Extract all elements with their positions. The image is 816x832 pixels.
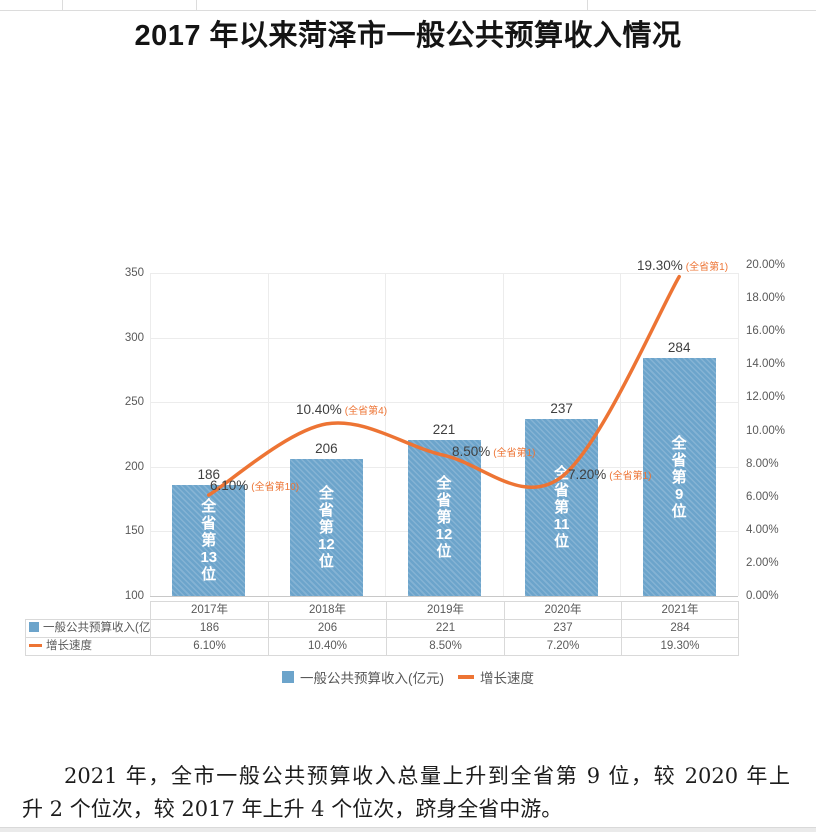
revenue-bar: 全省第 12 位 — [289, 459, 363, 596]
table-cell-value: 19.30% — [621, 637, 739, 656]
table-line-marker-icon — [29, 644, 42, 647]
growth-value-label: 8.50% — [452, 444, 491, 459]
y-axis-right-tick-label: 0.00% — [746, 590, 779, 602]
growth-point-label: 10.40% (全省第4) — [296, 402, 387, 420]
table-bar-marker-icon — [29, 622, 39, 632]
gridline-h — [150, 596, 738, 597]
page-title: 2017 年以来菏泽市一般公共预算收入情况 — [134, 20, 682, 52]
table-year-header: 2017年 — [150, 601, 269, 620]
table-corner-cell — [26, 602, 151, 620]
y-axis-right-tick-label: 4.00% — [746, 523, 779, 536]
table-year-header: 2019年 — [386, 601, 505, 620]
gridline-v — [620, 273, 622, 596]
gridline-v — [150, 273, 151, 596]
y-axis-right-tick-label: 12.00% — [746, 391, 786, 404]
growth-rank-label: (全省第1) — [685, 262, 729, 273]
y-axis-left-tick-label: 300 — [124, 331, 144, 344]
growth-rank-label: (全省第4) — [344, 406, 388, 417]
gridline-h — [150, 273, 738, 274]
revenue-bar: 全省第 11 位 — [525, 418, 599, 596]
chart-legend: 一般公共预算收入(亿元) 增长速度 — [0, 667, 816, 687]
y-axis-right-tick-label: 2.00% — [746, 556, 779, 569]
gridline-v — [502, 273, 504, 596]
table-cell-value: 6.10% — [150, 637, 269, 656]
legend-item-growth: 增长速度 — [458, 667, 534, 687]
bar-rank-text: 全省第 13 位 — [200, 497, 218, 583]
summary-line-1: 2021 年，全市一般公共预算收入总量上升到全省第 9 位，较 2020 年上 — [64, 764, 790, 788]
bar-rank-text: 全省第 12 位 — [318, 485, 335, 571]
y-axis-left-tick-label: 100 — [124, 590, 144, 602]
growth-value-label: 7.20% — [568, 467, 607, 482]
table-cell-value: 10.40% — [268, 637, 387, 656]
table-cell-value: 237 — [504, 619, 622, 638]
table-year-header: 2021年 — [621, 601, 739, 620]
growth-point-label: 7.20% (全省第1) — [568, 467, 652, 485]
table-row-label: 增长速度 — [25, 637, 151, 656]
legend-bar-swatch-icon — [282, 671, 294, 683]
y-axis-left-tick-label: 350 — [124, 267, 144, 279]
growth-rank-label: (全省第10) — [251, 482, 300, 493]
growth-rank-label: (全省第1) — [609, 471, 652, 482]
y-axis-right-tick-label: 18.00% — [746, 292, 786, 305]
y-axis-right-tick-label: 16.00% — [746, 325, 786, 338]
growth-value-label: 10.40% — [296, 402, 342, 417]
table-cell-value: 186 — [150, 619, 269, 638]
gridline-v — [738, 273, 739, 596]
table-cell-value: 8.50% — [386, 637, 505, 656]
gridline-v — [267, 273, 269, 596]
top-border-tick — [196, 0, 197, 10]
page-top-border — [0, 10, 816, 11]
table-year-header: 2020年 — [504, 601, 622, 620]
revenue-bar: 全省第 13 位 — [172, 484, 246, 596]
data-table: 2017年2018年2019年2020年2021年一般公共预算收入(亿元)186… — [25, 601, 739, 656]
top-border-tick — [62, 0, 63, 10]
summary-paragraph: 2021 年，全市一般公共预算收入总量上升到全省第 9 位，较 2020 年上 … — [22, 760, 790, 826]
y-axis-right-tick-label: 6.00% — [746, 490, 779, 503]
y-axis-left-tick-label: 200 — [124, 460, 144, 473]
revenue-bar: 全省第 12 位 — [407, 439, 481, 596]
growth-value-label: 6.10% — [210, 478, 249, 493]
y-axis-right-tick-label: 10.00% — [746, 424, 786, 437]
table-row-label: 一般公共预算收入(亿元) — [25, 619, 151, 638]
legend-item-revenue: 一般公共预算收入(亿元) — [282, 667, 444, 687]
y-axis-right-tick-label: 8.00% — [746, 457, 779, 470]
bar-rank-text: 全省第 12 位 — [435, 475, 453, 561]
summary-line-2: 升 2 个位次，较 2017 年上升 4 个位次，跻身全省中游。 — [22, 797, 563, 821]
page-bottom-border — [0, 827, 816, 832]
bar-value-label: 206 — [315, 441, 338, 457]
legend-revenue-label: 一般公共预算收入(亿元) — [300, 671, 444, 686]
legend-line-swatch-icon — [458, 675, 474, 679]
growth-point-label: 8.50% (全省第1) — [452, 444, 536, 462]
bar-value-label: 237 — [550, 400, 573, 416]
table-cell-value: 206 — [268, 619, 387, 638]
growth-point-label: 19.30% (全省第1) — [637, 258, 728, 276]
growth-value-label: 19.30% — [637, 258, 683, 273]
legend-growth-label: 增长速度 — [480, 671, 534, 686]
table-cell-value: 284 — [621, 619, 739, 638]
growth-rank-label: (全省第1) — [493, 448, 536, 459]
bar-value-label: 284 — [667, 340, 691, 356]
table-year-header: 2018年 — [268, 601, 387, 620]
y-axis-right-tick-label: 20.00% — [746, 259, 786, 271]
growth-point-label: 6.10% (全省第10) — [210, 478, 299, 496]
y-axis-right-tick-label: 14.00% — [746, 358, 786, 371]
bar-value-label: 221 — [432, 421, 456, 437]
y-axis-left-tick-label: 250 — [124, 396, 144, 409]
gridline-h — [150, 337, 738, 339]
y-axis-left-tick-label: 150 — [124, 525, 144, 538]
table-cell-value: 221 — [386, 619, 505, 638]
table-cell-value: 7.20% — [504, 637, 622, 656]
top-border-tick — [587, 0, 588, 10]
